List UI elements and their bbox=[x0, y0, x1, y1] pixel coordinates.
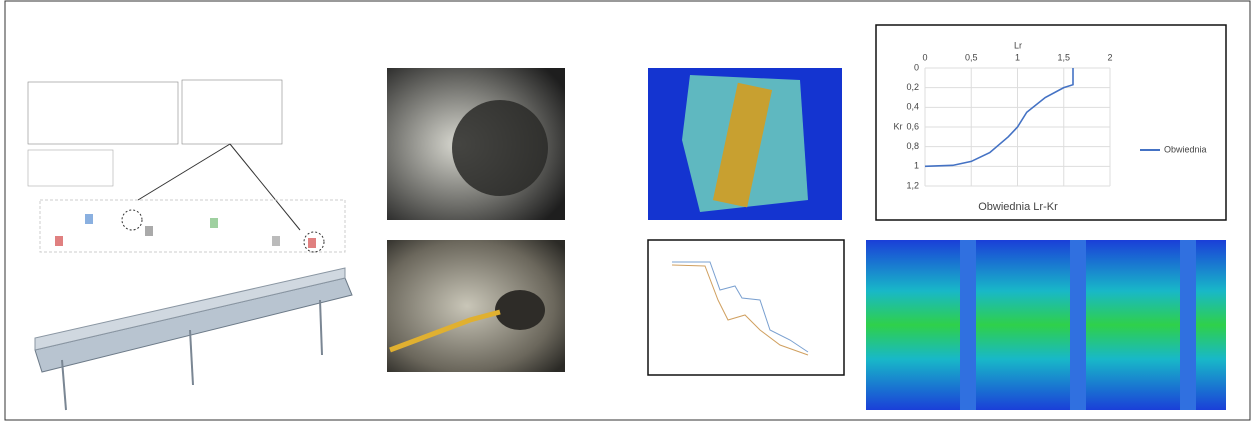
y-tick-label: 0,2 bbox=[906, 82, 919, 92]
figure: Obwiednia Lr-Kr Lr Kr 0 0,5 1 1,5 2 0 0,2 0,4 0,… bbox=[0, 0, 1259, 422]
photo-detail bbox=[452, 100, 548, 196]
small-chart bbox=[648, 240, 844, 375]
fem-image bbox=[866, 240, 1226, 410]
chart-title: Obwiednia Lr-Kr bbox=[978, 201, 1058, 213]
fem-detail bbox=[1070, 240, 1086, 410]
x-tick-label: 2 bbox=[1107, 52, 1112, 62]
x-tick-label: 1 bbox=[1015, 52, 1020, 62]
x-tick-label: 1,5 bbox=[1057, 52, 1070, 62]
schematic bbox=[28, 80, 345, 252]
y-axis-label: Kr bbox=[894, 121, 903, 131]
fem-detail bbox=[960, 240, 976, 410]
y-tick-label: 0,4 bbox=[906, 102, 919, 112]
beam-3d bbox=[35, 268, 352, 410]
x-axis-label: Lr bbox=[1014, 40, 1022, 50]
y-tick-label: 1,2 bbox=[906, 180, 919, 190]
photo-detail bbox=[495, 290, 545, 330]
fem-detail bbox=[1180, 240, 1196, 410]
x-tick-label: 0,5 bbox=[965, 52, 978, 62]
y-tick-label: 1 bbox=[914, 161, 919, 171]
y-tick-label: 0,8 bbox=[906, 141, 919, 151]
y-tick-label: 0,6 bbox=[906, 121, 919, 131]
y-tick-label: 0 bbox=[914, 62, 919, 72]
legend-label: Obwiednia bbox=[1164, 144, 1207, 154]
chart-frame bbox=[876, 25, 1226, 220]
x-tick-label: 0 bbox=[922, 52, 927, 62]
